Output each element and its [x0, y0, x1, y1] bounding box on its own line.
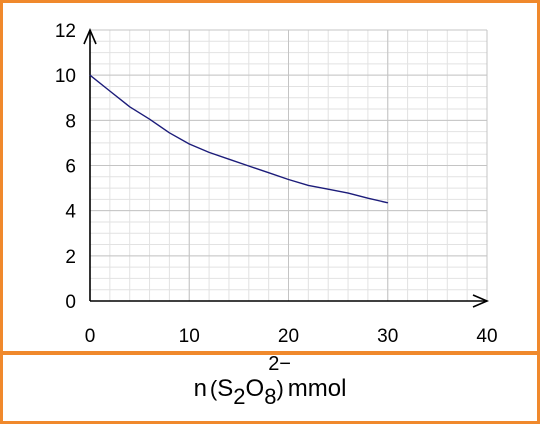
x-axis-caption: n (S2O8 2−) mmol: [0, 353, 540, 421]
data-point: [149, 118, 150, 120]
data-point: [129, 106, 131, 108]
data-point: [367, 197, 369, 199]
y-tick-label: 0: [65, 292, 76, 313]
caption-n: n: [193, 375, 207, 402]
caption-open-paren: (: [209, 376, 218, 401]
y-axis-arrow: [83, 27, 97, 45]
data-point: [208, 152, 210, 153]
x-axis-label: n (S2O8 2−) mmol: [193, 353, 347, 409]
x-tick-labels: 0 10 20 30 40: [85, 326, 498, 347]
y-tick-label: 2: [65, 247, 76, 268]
x-axis-arrow: [472, 294, 490, 308]
x-tick-label: 40: [476, 326, 497, 347]
data-point: [188, 143, 190, 145]
series: [89, 74, 389, 204]
data-point: [387, 202, 389, 204]
data-point: [109, 90, 111, 92]
y-tick-label: 8: [65, 111, 76, 132]
x-tick-label: 20: [278, 326, 299, 347]
data-point: [248, 165, 250, 167]
x-tick-label: 0: [85, 326, 96, 347]
data-point: [228, 158, 230, 160]
caption-sub-8: 8: [264, 384, 277, 409]
caption-o: O: [245, 375, 265, 402]
caption-sup-charge: 2−: [268, 353, 291, 375]
data-point: [327, 188, 329, 190]
data-point: [307, 184, 309, 186]
data-point: [288, 179, 289, 180]
axes: [83, 27, 490, 308]
data-point: [169, 132, 170, 134]
data-point: [89, 74, 91, 76]
y-tick-label: 6: [65, 157, 76, 178]
y-tick-label: 4: [65, 202, 76, 223]
caption-unit: mmol: [287, 375, 347, 402]
data-point: [268, 172, 270, 174]
chart-plot: 0 2 4 6 8 10 12 0 10 20 30 40: [55, 21, 498, 347]
y-tick-label: 10: [55, 66, 76, 87]
caption-close-paren: ): [276, 376, 284, 401]
data-point: [347, 192, 349, 194]
series-line: [89, 74, 388, 204]
y-tick-label: 12: [55, 21, 76, 42]
caption-s: S: [217, 375, 234, 402]
y-tick-labels: 0 2 4 6 8 10 12: [55, 21, 77, 313]
x-tick-label: 30: [377, 326, 398, 347]
caption-separator: [0, 351, 540, 355]
grid: [89, 29, 488, 302]
caption-sub-2: 2: [233, 384, 246, 409]
x-tick-label: 10: [179, 326, 200, 347]
